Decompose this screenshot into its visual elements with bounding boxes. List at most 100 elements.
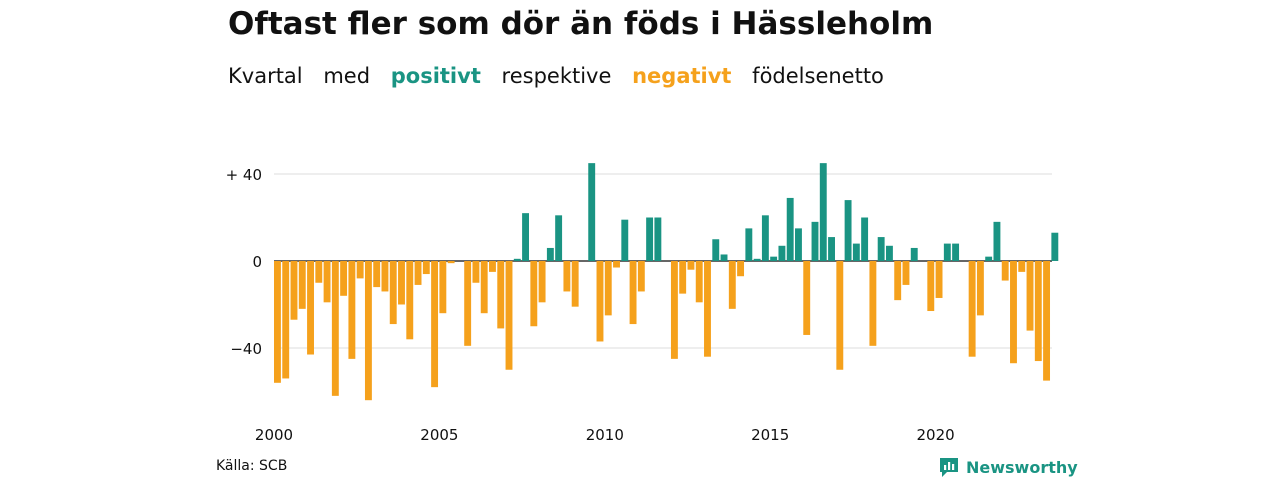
bar-negative — [604, 261, 612, 316]
x-tick-label: 2005 — [420, 426, 458, 444]
bar-negative — [679, 261, 687, 294]
bar-positive — [770, 256, 778, 261]
bar-positive — [745, 228, 753, 262]
bar-negative — [728, 261, 736, 309]
bar-negative — [902, 261, 910, 285]
bar-negative — [282, 261, 290, 379]
bar-negative — [290, 261, 298, 320]
bar-positive — [588, 163, 596, 261]
bar-negative — [687, 261, 695, 270]
bar-negative — [894, 261, 902, 301]
bar-negative — [389, 261, 397, 325]
bar-positive — [852, 243, 860, 261]
bar-negative — [431, 261, 439, 388]
bar-negative — [976, 261, 984, 316]
x-tick-label: 2010 — [586, 426, 624, 444]
bar-negative — [406, 261, 414, 340]
bar-negative — [489, 261, 496, 272]
subtitle-positive-word: positivt — [390, 64, 481, 88]
bar-negative — [1001, 261, 1009, 281]
bar-positive — [885, 245, 893, 261]
bar-negative — [670, 261, 678, 359]
bar-positive — [712, 239, 720, 261]
bar-negative — [422, 261, 430, 275]
bar-negative — [968, 261, 976, 357]
bar-negative — [695, 261, 703, 303]
bar-negative — [447, 261, 455, 264]
bar-negative — [869, 261, 877, 346]
bar-negative — [1010, 261, 1017, 364]
bar-negative — [1026, 261, 1034, 331]
bar-chart: + 40 0 −40 2000 2005 2010 2015 2020 — [226, 163, 1059, 444]
bar-negative — [1034, 261, 1042, 362]
chart-title: Oftast fler som dör än föds i Hässleholm — [228, 6, 934, 42]
chart-subtitle: Kvartal med positivt respektive negativt… — [228, 64, 898, 88]
bar-negative — [704, 261, 711, 357]
bar-positive — [811, 221, 819, 261]
bar-negative — [373, 261, 381, 288]
bar-negative — [596, 261, 604, 342]
bar-negative — [398, 261, 405, 305]
bar-positive — [761, 215, 769, 261]
bar-negative — [563, 261, 571, 292]
bar-negative — [538, 261, 546, 303]
bar-positive — [877, 237, 885, 261]
bar-negative — [836, 261, 844, 370]
y-tick-label: + 40 — [226, 166, 262, 184]
bar-positive — [522, 213, 529, 261]
bar-negative — [530, 261, 538, 327]
bar-negative — [505, 261, 513, 370]
bar-negative — [464, 261, 472, 346]
subtitle-word: födelsenetto — [752, 64, 884, 88]
bar-positive — [646, 217, 654, 261]
y-tick-label: 0 — [252, 253, 262, 271]
bar-positive — [828, 237, 835, 261]
bar-positive — [861, 217, 869, 261]
bar-negative — [356, 261, 364, 279]
x-tick-label: 2000 — [255, 426, 293, 444]
subtitle-negative-word: negativt — [632, 64, 732, 88]
bar-positive — [621, 219, 629, 261]
bar-negative — [298, 261, 306, 309]
bar-negative — [480, 261, 488, 314]
bar-positive — [943, 243, 951, 261]
bar-positive — [786, 197, 794, 261]
bar-negative — [323, 261, 331, 303]
bar-negative — [381, 261, 389, 292]
bar-negative — [315, 261, 323, 283]
source-note: Källa: SCB — [216, 458, 288, 474]
bar-positive — [795, 228, 802, 262]
bar-negative — [1018, 261, 1026, 272]
subtitle-word: med — [323, 64, 371, 88]
bar-negative — [340, 261, 348, 296]
bar-positive — [546, 247, 554, 261]
bar-positive — [993, 221, 1001, 261]
bar-negative — [935, 261, 943, 298]
brand-logo: Newsworthy — [938, 456, 1078, 478]
bar-positive — [910, 247, 918, 261]
newsworthy-logo-icon — [940, 458, 958, 477]
bar-negative — [274, 261, 281, 383]
bar-negative — [307, 261, 314, 355]
bar-positive — [555, 215, 563, 261]
bar-positive — [844, 200, 852, 261]
bar-negative — [472, 261, 480, 283]
bar-negative — [613, 261, 620, 268]
brand-name: Newsworthy — [966, 457, 1078, 477]
bar-negative — [629, 261, 637, 325]
bar-positive — [1051, 232, 1059, 261]
bar-positive — [985, 256, 993, 261]
x-tick-label: 2015 — [751, 426, 789, 444]
bar-negative — [364, 261, 372, 401]
bar-negative — [571, 261, 579, 307]
bar-negative — [737, 261, 745, 277]
bar-negative — [1043, 261, 1051, 381]
bar-positive — [952, 243, 960, 261]
bar-positive — [720, 254, 728, 261]
bar-negative — [497, 261, 505, 329]
subtitle-word: respektive — [501, 64, 612, 88]
bar-positive — [513, 258, 521, 261]
bar-negative — [348, 261, 356, 359]
bar-negative — [414, 261, 422, 285]
bar-positive — [778, 245, 786, 261]
